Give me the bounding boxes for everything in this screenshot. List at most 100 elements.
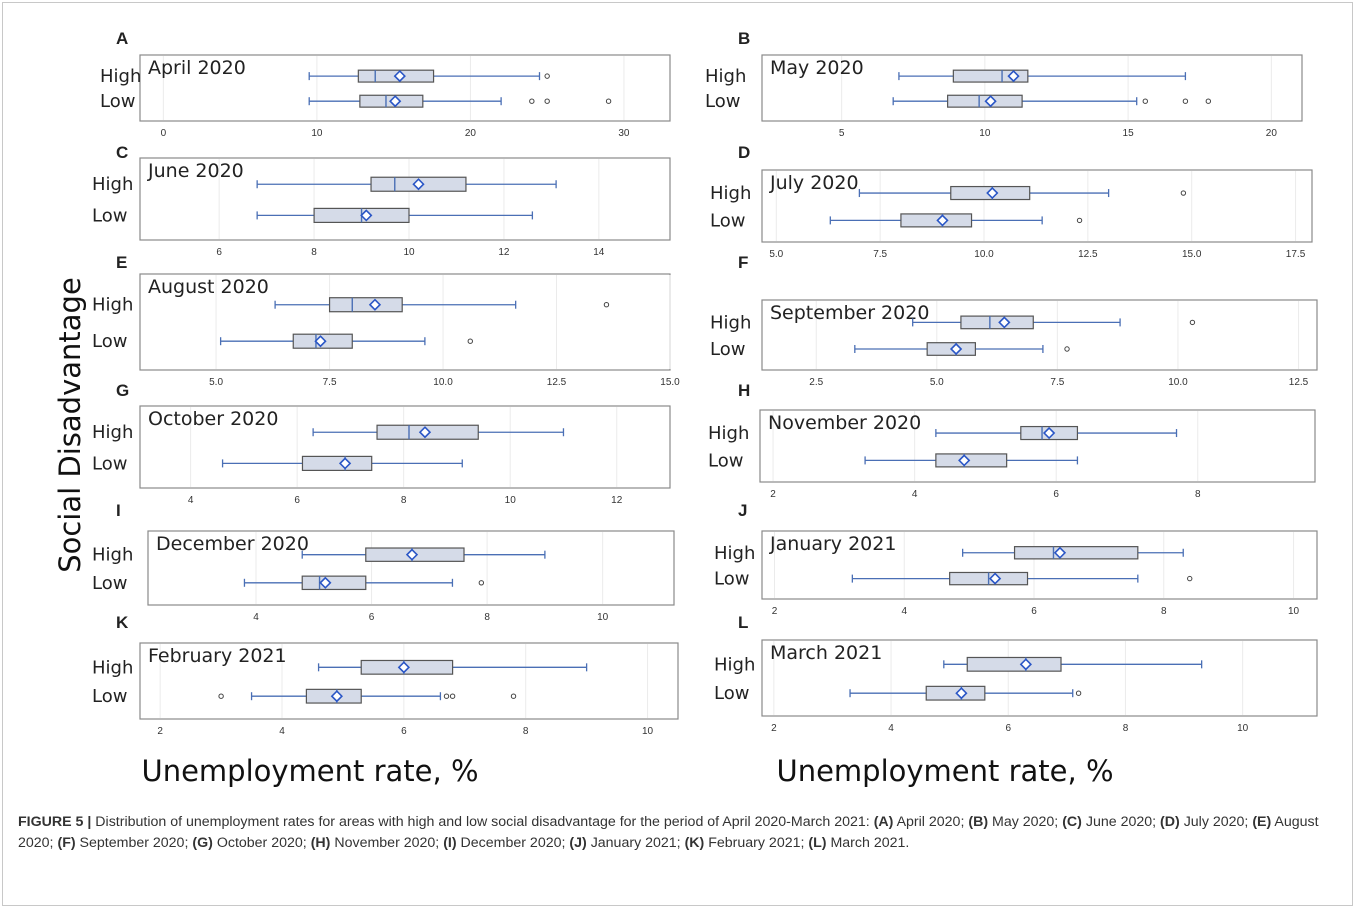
x-tick-label: 10: [979, 128, 991, 139]
mean-marker: [412, 178, 425, 191]
x-tick-label: 15.0: [660, 377, 680, 388]
series-low: Low: [708, 450, 1079, 471]
caption-item-text: September 2020;: [79, 835, 189, 851]
x-tick-label: 10.0: [1168, 377, 1188, 388]
category-label: High: [92, 545, 133, 566]
box: [935, 453, 1008, 468]
panel-title: February 2021: [148, 645, 287, 667]
panels-group: A 0 10 20 30 April 2020 High Low B 5 10 15 20 May 202…: [92, 29, 1318, 737]
caption-item-text: November 2020;: [334, 835, 440, 851]
x-tick-label: 10: [1237, 723, 1249, 734]
category-label: High: [92, 657, 133, 678]
category-label: Low: [708, 450, 743, 471]
x-tick-label: 6: [216, 247, 222, 258]
x-tick-label: 17.5: [1286, 249, 1306, 260]
x-tick-label: 15.0: [1182, 249, 1202, 260]
x-tick-label: 2: [770, 489, 776, 500]
x-tick-label: 10: [505, 495, 517, 506]
panel-title: September 2020: [770, 302, 929, 324]
mean-marker: [984, 95, 997, 108]
x-tick-label: 6: [294, 495, 300, 506]
series-high: High: [92, 422, 565, 443]
box: [952, 69, 1029, 83]
x-tick-label: 8: [1123, 723, 1129, 734]
mean-marker: [418, 426, 432, 439]
x-tick-label: 2: [157, 726, 163, 737]
x-tick-label: 14: [593, 247, 605, 258]
x-tick-label: 4: [912, 489, 918, 500]
x-tick-label: 20: [1266, 128, 1278, 139]
box: [900, 213, 973, 228]
panel-title: August 2020: [148, 276, 269, 298]
caption-item-text: February 2021;: [708, 835, 805, 851]
panel-letter: K: [116, 613, 129, 632]
x-tick-label: 8: [523, 726, 529, 737]
outlier-point: [478, 580, 485, 586]
x-tick-label: 4: [279, 726, 285, 737]
series-high: High: [714, 654, 1203, 675]
caption-item-letter: (D): [1160, 814, 1180, 830]
x-tick-label: 8: [1195, 489, 1201, 500]
caption-item-letter: (F): [57, 835, 76, 851]
box: [328, 297, 403, 313]
x-tick-label: 5: [839, 128, 845, 139]
panel-title: June 2020: [147, 160, 244, 182]
x-tick-label: 10: [1288, 606, 1300, 617]
plot-frame: [761, 54, 1303, 122]
series-low: Low: [714, 683, 1082, 704]
caption-item-text: December 2020;: [460, 835, 566, 851]
plot-frame: [761, 169, 1313, 243]
series-high: High: [705, 66, 1187, 87]
category-label: Low: [92, 686, 127, 707]
x-tick-label: 10: [403, 247, 415, 258]
plot-frame: [759, 409, 1316, 483]
plot-frame: [139, 642, 679, 720]
x-tick-label: 6: [401, 726, 407, 737]
mean-marker: [319, 576, 332, 589]
x-tick-label: 7.5: [1050, 377, 1064, 388]
x-tick-label: 12: [498, 247, 510, 258]
outlier-point: [605, 98, 612, 104]
x-tick-label: 6: [369, 612, 375, 623]
caption-item-text: October 2020;: [216, 835, 307, 851]
box: [960, 315, 1034, 330]
outlier-point: [1187, 575, 1193, 582]
panel-e: E 5.0 7.5 10.0 12.5 15.0 August 2020 High Low: [92, 253, 680, 388]
mean-marker: [393, 69, 406, 83]
category-label: Low: [710, 210, 745, 231]
panel-i: I 4 6 8 10 December 2020 High Low: [92, 501, 675, 623]
x-tick-label: 7.5: [323, 377, 337, 388]
panel-letter: H: [738, 381, 750, 400]
category-label: Low: [92, 331, 127, 352]
x-tick-label: 2: [771, 723, 777, 734]
category-label: High: [100, 66, 141, 87]
panel-h: H 2 4 6 8 November 2020 High Low: [708, 381, 1316, 500]
x-tick-label: 6: [1053, 489, 1059, 500]
category-label: High: [708, 423, 749, 444]
category-label: High: [714, 654, 755, 675]
panel-k: K 2 4 6 8 10 February 2021 High Low: [92, 613, 679, 737]
panel-title: March 2021: [770, 642, 882, 664]
panel-letter: B: [738, 29, 750, 48]
mean-marker: [360, 209, 373, 222]
series-high: High: [714, 543, 1184, 564]
caption-item-letter: (K): [684, 835, 705, 851]
x-tick-label: 8: [401, 495, 407, 506]
series-low: Low: [710, 210, 1083, 231]
outlier-point: [1189, 319, 1196, 326]
box: [301, 575, 367, 591]
outlier-point: [1180, 190, 1187, 196]
figure-caption: FIGURE 5 | Distribution of unemployment …: [18, 812, 1338, 854]
plot-frame: [139, 405, 671, 489]
panel-j: J 2 4 6 8 10 January 2021 High Low: [714, 501, 1318, 617]
mean-marker: [338, 457, 352, 470]
mean-marker: [1007, 69, 1020, 83]
plot-frame: [761, 639, 1318, 717]
mean-marker: [405, 548, 419, 561]
x-tick-label: 4: [253, 612, 259, 623]
x-tick-label: 20: [465, 128, 477, 139]
outlier-point: [1205, 98, 1212, 104]
series-low: Low: [710, 339, 1070, 360]
